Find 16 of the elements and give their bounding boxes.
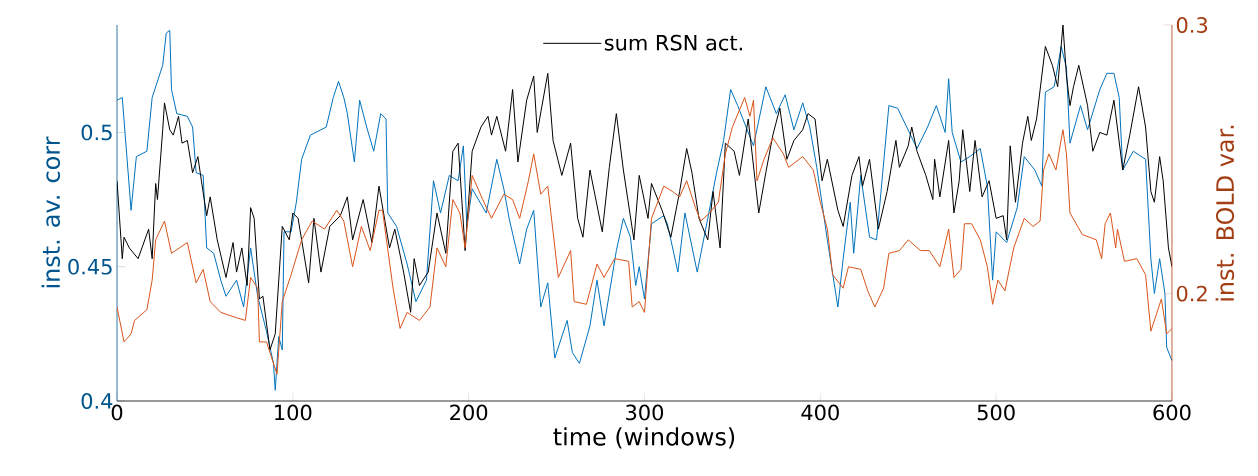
x-axis-title: time (windows) [553, 427, 735, 449]
y-tick-label: 0.45 [68, 258, 112, 275]
x-tick-label: 300 [626, 404, 664, 421]
legend-label: sum RSN act. [604, 34, 742, 51]
y2-tick-label: 0.3 [1176, 17, 1208, 33]
y-axis-title: inst. av. corr [41, 136, 61, 288]
x-tick-label: 200 [450, 404, 488, 421]
x-tick-label: 600 [1153, 404, 1191, 421]
y-tick-label: 0.5 [81, 124, 112, 141]
y2-tick-label: 0.2 [1176, 285, 1207, 302]
x-tick-label: 0 [111, 404, 123, 421]
y-tick-label: 0.4 [81, 393, 113, 409]
x-tick-label: 100 [275, 404, 312, 421]
x-tick-label: 400 [801, 404, 839, 421]
x-tick-label: 500 [977, 404, 1015, 421]
y2-axis-title: inst. BOLD var. [1215, 125, 1235, 301]
